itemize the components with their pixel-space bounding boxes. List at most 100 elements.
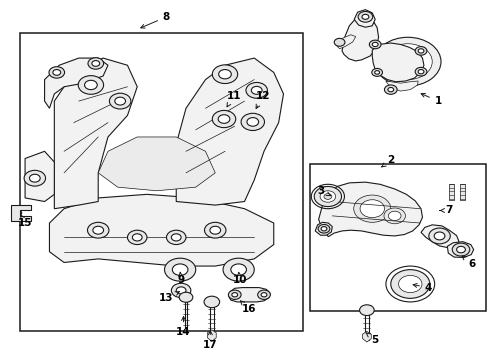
Circle shape: [374, 71, 379, 74]
Polygon shape: [54, 58, 137, 209]
Circle shape: [230, 264, 246, 275]
Polygon shape: [385, 81, 417, 91]
Circle shape: [92, 60, 100, 66]
Circle shape: [359, 305, 373, 316]
Circle shape: [171, 234, 181, 241]
Circle shape: [374, 37, 440, 86]
Circle shape: [361, 14, 368, 19]
Text: 14: 14: [176, 316, 190, 337]
Circle shape: [203, 296, 219, 308]
Text: 5: 5: [366, 333, 378, 345]
Circle shape: [321, 226, 326, 231]
Circle shape: [371, 42, 377, 46]
Polygon shape: [315, 222, 331, 235]
Text: 11: 11: [226, 91, 241, 107]
Polygon shape: [228, 288, 269, 302]
Text: 6: 6: [461, 256, 475, 269]
Bar: [310, 164, 485, 311]
Circle shape: [132, 234, 142, 241]
Circle shape: [29, 174, 40, 182]
Circle shape: [246, 118, 258, 126]
Polygon shape: [448, 184, 453, 200]
Circle shape: [353, 195, 390, 222]
Circle shape: [333, 39, 344, 46]
Circle shape: [417, 69, 423, 74]
Circle shape: [414, 46, 426, 55]
Circle shape: [359, 200, 384, 218]
Circle shape: [172, 264, 187, 275]
Circle shape: [241, 113, 264, 131]
Text: 1: 1: [420, 94, 441, 106]
Circle shape: [212, 111, 235, 128]
Circle shape: [218, 115, 229, 123]
Circle shape: [231, 293, 237, 297]
Polygon shape: [362, 331, 370, 342]
Text: 4: 4: [412, 283, 431, 293]
Circle shape: [166, 230, 185, 244]
Polygon shape: [98, 137, 215, 191]
Polygon shape: [447, 242, 473, 257]
Polygon shape: [353, 10, 374, 27]
Text: 13: 13: [159, 292, 179, 303]
Text: 16: 16: [240, 301, 256, 314]
Circle shape: [88, 58, 103, 69]
Circle shape: [383, 44, 431, 80]
Circle shape: [164, 258, 195, 281]
Polygon shape: [49, 194, 273, 266]
Text: 9: 9: [177, 272, 184, 285]
Circle shape: [383, 208, 405, 224]
Polygon shape: [318, 182, 422, 237]
Circle shape: [228, 290, 241, 300]
Circle shape: [428, 228, 449, 244]
Circle shape: [320, 191, 335, 202]
Circle shape: [24, 170, 45, 186]
Circle shape: [78, 76, 103, 94]
Circle shape: [49, 67, 64, 78]
Polygon shape: [25, 151, 54, 202]
Circle shape: [13, 210, 21, 216]
Circle shape: [53, 69, 61, 75]
Circle shape: [87, 222, 109, 238]
Circle shape: [109, 93, 131, 109]
Circle shape: [387, 211, 400, 221]
Circle shape: [433, 232, 444, 240]
Polygon shape: [341, 16, 378, 61]
Polygon shape: [459, 184, 464, 200]
Circle shape: [398, 275, 421, 293]
Circle shape: [115, 97, 125, 105]
Circle shape: [84, 80, 97, 90]
Circle shape: [368, 40, 380, 49]
Polygon shape: [335, 35, 355, 49]
Circle shape: [314, 186, 341, 207]
Circle shape: [204, 222, 225, 238]
Polygon shape: [11, 205, 31, 221]
Circle shape: [357, 12, 372, 22]
Circle shape: [127, 230, 147, 244]
Circle shape: [176, 287, 185, 294]
Circle shape: [451, 243, 469, 256]
Circle shape: [318, 225, 329, 233]
Text: 15: 15: [18, 215, 32, 228]
Circle shape: [257, 290, 270, 300]
Circle shape: [324, 194, 331, 199]
Circle shape: [179, 292, 192, 302]
Polygon shape: [420, 225, 458, 247]
Text: 8: 8: [141, 12, 170, 28]
Text: 7: 7: [439, 206, 452, 216]
Circle shape: [251, 86, 262, 94]
Circle shape: [387, 87, 393, 92]
Circle shape: [417, 49, 423, 53]
Circle shape: [171, 283, 190, 298]
Polygon shape: [371, 43, 423, 82]
Circle shape: [245, 82, 267, 98]
Text: 17: 17: [203, 331, 217, 350]
Polygon shape: [176, 58, 283, 205]
Circle shape: [209, 226, 220, 234]
Text: 2: 2: [381, 155, 394, 167]
Circle shape: [414, 67, 426, 76]
Bar: [20, 33, 303, 330]
Text: 10: 10: [232, 272, 246, 285]
Polygon shape: [207, 330, 216, 341]
Circle shape: [261, 293, 266, 297]
Text: 12: 12: [255, 91, 270, 108]
